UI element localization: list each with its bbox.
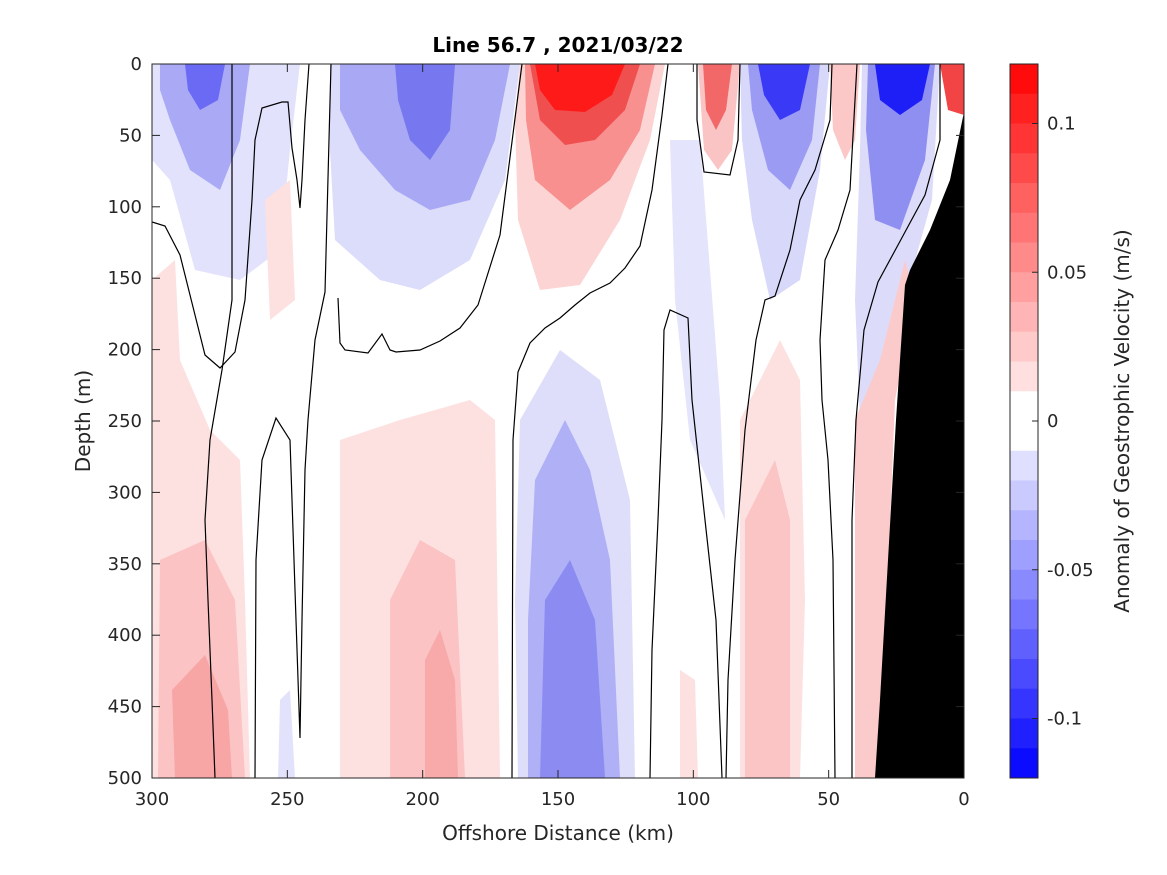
zero-contour-2 bbox=[204, 64, 233, 778]
positive-region-near-90km-core bbox=[703, 64, 732, 130]
x-tick-label: 250 bbox=[270, 789, 304, 810]
x-tick-label: 300 bbox=[135, 789, 169, 810]
y-tick-label: 50 bbox=[119, 125, 142, 146]
zero-contour-1 bbox=[152, 64, 310, 369]
zero-contour-10 bbox=[851, 64, 941, 778]
positive-region-slope bbox=[855, 260, 915, 778]
y-tick-label: 500 bbox=[108, 768, 142, 789]
colorbar-level bbox=[1010, 718, 1038, 749]
positive-region-near-60km-deep-core bbox=[745, 460, 790, 778]
y-axis-ticks: 0 50 100 150 200 250 300 350 400 450 500 bbox=[108, 54, 964, 789]
colorbar-level bbox=[1010, 64, 1038, 95]
colorbar-level bbox=[1010, 331, 1038, 362]
y-tick-label: 100 bbox=[108, 197, 142, 218]
y-tick-label: 250 bbox=[108, 411, 142, 432]
negative-region-coastal-core bbox=[866, 64, 935, 230]
positive-region-shallow-255km bbox=[265, 180, 295, 320]
negative-region-offshore-west-peak bbox=[185, 64, 225, 110]
zero-contours bbox=[152, 64, 941, 778]
colorbar-level bbox=[1010, 123, 1038, 154]
colorbar-tick-label: 0.1 bbox=[1047, 114, 1076, 135]
colorbar-ticks: 0.1 0.05 0 -0.05 -0.1 bbox=[1032, 114, 1094, 730]
y-axis-label: Depth (m) bbox=[71, 370, 95, 472]
negative-anomaly-regions bbox=[152, 64, 940, 778]
positive-anomaly-regions bbox=[152, 64, 964, 778]
positive-region-coastal-surface bbox=[940, 64, 964, 115]
y-tick-label: 150 bbox=[108, 268, 142, 289]
y-tick-label: 450 bbox=[108, 697, 142, 718]
colorbar-tick-label: -0.05 bbox=[1047, 560, 1094, 581]
colorbar-level bbox=[1010, 748, 1038, 779]
x-axis-ticks: 300 250 200 150 100 50 0 bbox=[135, 64, 970, 810]
chart-title: Line 56.7 , 2021/03/22 bbox=[432, 33, 683, 57]
zero-contour-9 bbox=[819, 64, 858, 778]
x-tick-label: 0 bbox=[958, 789, 969, 810]
positive-region-offshore-west-deep-peak bbox=[172, 655, 232, 778]
colorbar-label: Anomaly of Geostrophic Velocity (m/s) bbox=[1110, 229, 1134, 612]
zero-contour-5 bbox=[511, 64, 669, 778]
negative-region-offshore-west-core bbox=[160, 64, 250, 190]
colorbar-level bbox=[1010, 421, 1038, 452]
colorbar-level bbox=[1010, 599, 1038, 630]
x-tick-label: 100 bbox=[676, 789, 710, 810]
colorbar-level bbox=[1010, 242, 1038, 273]
positive-region-small-100km bbox=[680, 670, 698, 778]
colorbar-level bbox=[1010, 688, 1038, 719]
y-tick-label: 350 bbox=[108, 554, 142, 575]
zero-contour-8 bbox=[725, 64, 833, 778]
zero-contour-3 bbox=[254, 64, 332, 778]
x-tick-label: 200 bbox=[405, 789, 439, 810]
colorbar-level bbox=[1010, 569, 1038, 600]
colorbar-level bbox=[1010, 659, 1038, 690]
y-tick-label: 0 bbox=[131, 54, 142, 75]
colorbar-level bbox=[1010, 272, 1038, 303]
negative-region-deep-core-peak bbox=[540, 560, 605, 778]
y-tick-label: 300 bbox=[108, 482, 142, 503]
colorbar-level bbox=[1010, 510, 1038, 541]
colorbar-level bbox=[1010, 183, 1038, 214]
zero-contour-6 bbox=[649, 309, 723, 778]
plot-area bbox=[152, 64, 964, 778]
negative-region-near-100km bbox=[670, 140, 725, 520]
negative-region-coastal-peak bbox=[875, 64, 930, 115]
colorbar-level bbox=[1010, 302, 1038, 333]
y-tick-label: 400 bbox=[108, 625, 142, 646]
colorbar-tick-label: 0 bbox=[1047, 411, 1058, 432]
colorbar-level bbox=[1010, 153, 1038, 184]
colorbar-level bbox=[1010, 480, 1038, 511]
bathymetry-mask bbox=[875, 112, 964, 778]
positive-region-main-jet-peak bbox=[535, 64, 625, 112]
colorbar-tick-label: -0.1 bbox=[1047, 709, 1082, 730]
negative-region-mid-peak bbox=[395, 64, 455, 160]
colorbar-level bbox=[1010, 450, 1038, 481]
colorbar-level bbox=[1010, 93, 1038, 124]
colorbar-tick-label: 0.05 bbox=[1047, 262, 1087, 283]
zero-contour-4 bbox=[337, 64, 523, 354]
colorbar-level bbox=[1010, 391, 1038, 422]
y-tick-label: 200 bbox=[108, 340, 142, 361]
zero-contour-7 bbox=[696, 64, 741, 176]
negative-region-near-70km-peak bbox=[758, 64, 810, 120]
colorbar-level bbox=[1010, 540, 1038, 571]
x-axis-label: Offshore Distance (km) bbox=[442, 821, 674, 845]
x-tick-label: 150 bbox=[541, 789, 575, 810]
positive-region-mid-deep-peak bbox=[425, 630, 458, 778]
colorbar-level bbox=[1010, 629, 1038, 660]
x-tick-label: 50 bbox=[817, 789, 840, 810]
colorbar-level bbox=[1010, 361, 1038, 392]
colorbar bbox=[1009, 63, 1039, 779]
colorbar-level bbox=[1010, 212, 1038, 243]
negative-region-small-250km bbox=[278, 690, 295, 778]
